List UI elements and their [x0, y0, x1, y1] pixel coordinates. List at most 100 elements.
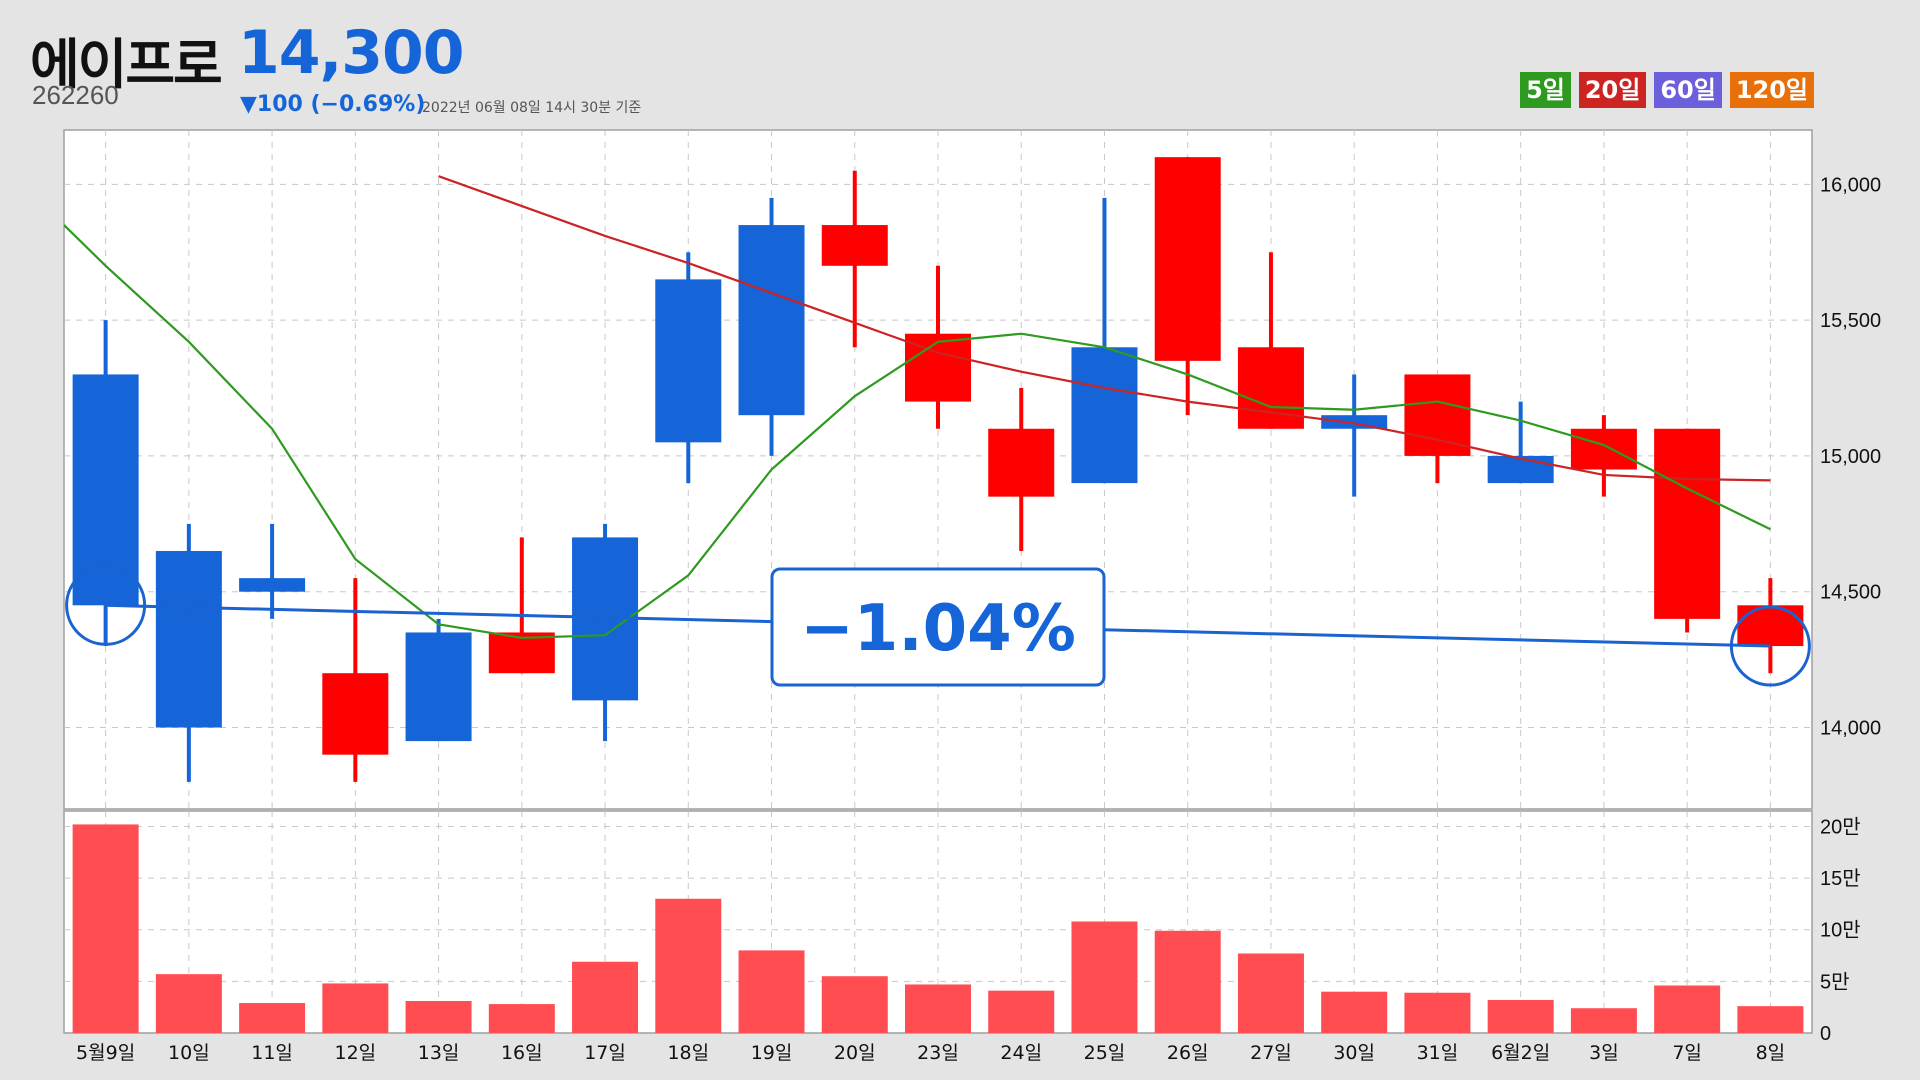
candle-body — [1154, 157, 1221, 361]
legend-ma5[interactable]: 5일 — [1520, 72, 1571, 108]
stock-name: 에이프로 — [30, 33, 223, 96]
candle — [488, 537, 555, 674]
legend-ma60[interactable]: 60일 — [1654, 72, 1722, 108]
volume-bar — [1570, 1008, 1637, 1033]
price-tick-label: 16,000 — [1820, 174, 1881, 196]
candle — [1654, 428, 1721, 633]
volume-tick-label: 20만 — [1820, 815, 1861, 838]
date-tick-label: 3일 — [1589, 1042, 1619, 1064]
volume-bar — [1321, 991, 1388, 1033]
candle — [1487, 401, 1554, 484]
volume-bar — [821, 976, 888, 1033]
change-annotation-label: −1.04% — [800, 592, 1076, 666]
volume-bar — [405, 1000, 472, 1033]
volume-tick-label: 0 — [1820, 1023, 1831, 1045]
volume-bars — [72, 824, 1804, 1033]
date-tick-label: 17일 — [584, 1042, 626, 1064]
volume-bar — [988, 990, 1055, 1033]
candle-body — [72, 374, 139, 606]
header: 에이프로 14,300 262260 ▼100 (−0.69%) 2022년 0… — [0, 0, 1920, 128]
date-tick-label: 18일 — [667, 1042, 709, 1064]
candle-body — [155, 550, 222, 728]
candle-body — [1654, 428, 1721, 619]
volume-bar — [488, 1004, 555, 1033]
stock-code: 262260 — [32, 80, 119, 110]
candle — [1154, 157, 1221, 416]
volume-bar — [1404, 992, 1471, 1033]
legend-ma20[interactable]: 20일 — [1578, 72, 1647, 108]
candle — [655, 252, 722, 484]
candle — [239, 523, 306, 619]
candle-body — [1570, 428, 1637, 470]
candle-body — [488, 632, 555, 674]
candle-body — [405, 632, 472, 742]
candle-body — [1321, 415, 1388, 429]
date-tick-label: 19일 — [751, 1042, 793, 1064]
date-tick-label: 10일 — [168, 1042, 210, 1064]
volume-bar — [572, 961, 639, 1033]
date-tick-label: 23일 — [917, 1042, 959, 1064]
moving-average-legend: 5일 20일 60일 120일 — [1520, 72, 1814, 108]
legend-ma120[interactable]: 120일 — [1729, 72, 1814, 108]
date-tick-label: 5월9일 — [76, 1042, 135, 1064]
volume-bar — [655, 898, 722, 1033]
volume-bar — [1487, 999, 1554, 1033]
candle — [1570, 415, 1637, 497]
candle-body — [988, 428, 1055, 497]
current-price: 14,300 — [238, 18, 465, 88]
candle — [988, 388, 1055, 551]
candle-body — [738, 225, 805, 416]
candle-body — [239, 578, 306, 592]
ma20-line — [438, 175, 1771, 482]
volume-bar — [322, 983, 389, 1033]
volume-bar — [1237, 953, 1304, 1033]
candle — [72, 320, 139, 647]
date-tick-label: 13일 — [418, 1042, 460, 1064]
price-change: ▼100 (−0.69%) — [240, 92, 426, 117]
candle — [405, 618, 472, 742]
volume-tick-label: 5만 — [1820, 970, 1850, 993]
date-tick-label: 8일 — [1756, 1042, 1786, 1064]
price-tick-label: 15,000 — [1820, 446, 1881, 468]
candle — [1321, 374, 1388, 497]
volume-bar — [239, 1003, 306, 1033]
date-tick-label: 26일 — [1167, 1042, 1209, 1064]
date-tick-label: 6월2일 — [1491, 1042, 1550, 1064]
trend-start-circle — [65, 564, 147, 646]
ma5-line — [64, 224, 1771, 639]
volume-bar — [1071, 921, 1138, 1033]
volume-bar — [905, 984, 971, 1033]
candle-body — [1071, 347, 1138, 484]
price-tick-label: 14,500 — [1820, 582, 1881, 604]
candle-body — [1737, 605, 1804, 647]
candle-body — [821, 225, 888, 266]
change-annotation-box — [770, 567, 1106, 687]
volume-bar — [1154, 930, 1221, 1033]
candle — [1404, 374, 1471, 484]
price-tick-label: 15,500 — [1820, 310, 1881, 332]
volume-tick-label: 15만 — [1820, 867, 1861, 890]
candle-body — [1487, 455, 1554, 484]
volume-bar — [1654, 985, 1721, 1033]
date-tick-label: 24일 — [1000, 1042, 1042, 1064]
date-tick-label: 27일 — [1250, 1042, 1292, 1064]
volume-bar — [72, 824, 139, 1033]
date-tick-label: 31일 — [1417, 1042, 1459, 1064]
candle-body — [655, 279, 722, 443]
candle — [322, 578, 389, 782]
candle-body — [1404, 374, 1471, 456]
volume-bar — [1737, 1006, 1804, 1033]
date-tick-label: 7일 — [1672, 1042, 1702, 1064]
date-tick-label: 30일 — [1333, 1042, 1375, 1064]
candle — [155, 523, 222, 782]
date-tick-label: 20일 — [834, 1042, 876, 1064]
volume-tick-label: 10만 — [1820, 919, 1861, 942]
trend-end-circle — [1729, 605, 1811, 687]
date-tick-label: 11일 — [251, 1042, 293, 1064]
candle — [738, 197, 805, 456]
date-tick-label: 25일 — [1084, 1042, 1126, 1064]
candle — [821, 170, 888, 348]
date-tick-label: 12일 — [334, 1042, 376, 1064]
candle-body — [322, 673, 389, 755]
